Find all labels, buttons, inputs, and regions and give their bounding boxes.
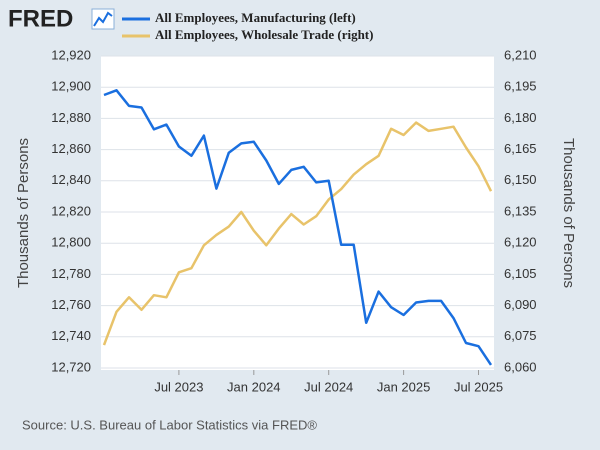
y-tick-label: 12,860 <box>51 141 91 156</box>
y2-tick-label: 6,210 <box>504 47 537 62</box>
y2-tick-label: 6,165 <box>504 141 537 156</box>
y2-tick-label: 6,150 <box>504 172 537 187</box>
y-tick-label: 12,920 <box>51 47 91 62</box>
y-tick-label: 12,780 <box>51 266 91 281</box>
x-tick-label: Jul 2023 <box>154 379 203 394</box>
y-axis-title: Thousands of Persons <box>15 138 32 288</box>
y-tick-label: 12,900 <box>51 79 91 94</box>
legend-label: All Employees, Wholesale Trade (right) <box>155 27 373 42</box>
y-tick-label: 12,880 <box>51 110 91 125</box>
y2-tick-label: 6,075 <box>504 328 537 343</box>
y-tick-label: 12,820 <box>51 203 91 218</box>
y-tick-label: 12,760 <box>51 297 91 312</box>
x-tick-label: Jul 2024 <box>304 379 353 394</box>
y2-tick-label: 6,105 <box>504 266 537 281</box>
y-tick-label: 12,720 <box>51 359 91 374</box>
series-line <box>103 89 493 366</box>
y2-tick-label: 6,195 <box>504 79 537 94</box>
y2-tick-label: 6,180 <box>504 110 537 125</box>
logo: FRED <box>8 5 73 32</box>
y-tick-label: 12,800 <box>51 235 91 250</box>
plot-area <box>101 56 494 370</box>
x-tick-label: Jan 2024 <box>227 379 281 394</box>
y2-tick-label: 6,060 <box>504 359 537 374</box>
y-tick-label: 12,740 <box>51 328 91 343</box>
y2-axis-title: Thousands of Persons <box>560 138 577 288</box>
y2-tick-label: 6,120 <box>504 235 537 250</box>
source: Source: U.S. Bureau of Labor Statistics … <box>22 417 317 432</box>
legend-label: All Employees, Manufacturing (left) <box>155 10 356 25</box>
x-tick-label: Jan 2025 <box>377 379 431 394</box>
y2-tick-label: 6,135 <box>504 203 537 218</box>
series-line <box>102 121 493 346</box>
y2-tick-label: 6,090 <box>504 297 537 312</box>
logo-icon <box>91 8 115 30</box>
x-tick-label: Jul 2025 <box>454 379 503 394</box>
y-tick-label: 12,840 <box>51 172 91 187</box>
